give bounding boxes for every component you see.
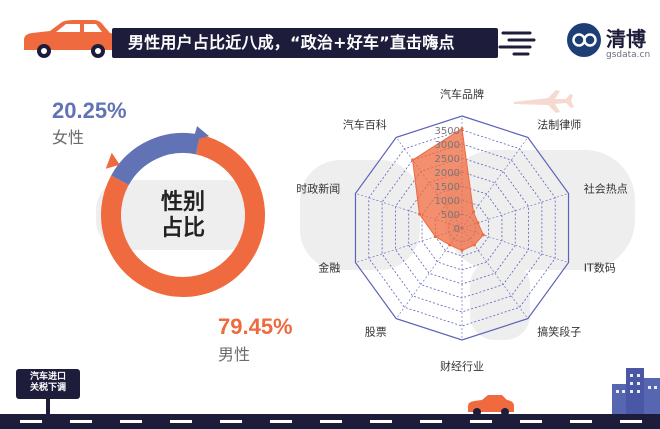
radar-category-label-0: 汽车品牌 <box>440 87 484 101</box>
donut-pointer-male <box>105 152 120 169</box>
radar-data-point-3 <box>481 233 485 237</box>
donut-slice-male <box>101 134 265 297</box>
radar-spoke <box>355 227 463 263</box>
radar-grid-ring <box>354 115 570 341</box>
brand-logo-icon <box>567 23 601 57</box>
radar-spoke <box>395 227 463 319</box>
radar-spoke <box>355 193 463 229</box>
radar-data-point-1 <box>472 210 476 214</box>
radar-category-label-8: 时政新闻 <box>296 181 340 195</box>
radar-category-label-7: 金融 <box>318 261 340 275</box>
radar-category-label-9: 汽车百科 <box>343 117 387 131</box>
radar-tick-label: 500 <box>441 210 460 221</box>
airplane-icon <box>514 90 574 113</box>
road-sign-text: 汽车进口 关税下调 <box>16 372 80 394</box>
radar-data-point-5 <box>460 248 464 252</box>
radar-category-label-5: 财经行业 <box>440 359 484 373</box>
radar-data-point-4 <box>472 243 476 247</box>
male-category-label: 男性 <box>218 345 251 364</box>
donut-center-label: 性别 占比 <box>143 190 223 242</box>
title-bar <box>112 28 498 58</box>
brand-name: 清博 <box>606 27 646 51</box>
radar-tick-label: 2000 <box>435 168 460 179</box>
radar-tick-label: 1000 <box>435 196 460 207</box>
road-sign-line-1: 汽车进口 <box>29 372 66 382</box>
radar-grid-ring <box>381 143 543 313</box>
radar-tick-label: 3500 <box>435 126 460 137</box>
page-title: 男性用户占比近八成，“政治+好车”直击嗨点 <box>128 33 455 52</box>
donut-center-line-1: 性别 <box>160 190 205 215</box>
donut-center-line-2: 占比 <box>160 216 205 241</box>
radar-spoke <box>461 227 529 319</box>
road-sign <box>16 369 80 414</box>
road-car-icon <box>468 395 514 416</box>
radar-category-label-2: 社会热点 <box>584 181 628 195</box>
radar-category-label-1: 法制律师 <box>537 117 581 131</box>
radar-tick-label: 0 <box>454 224 460 235</box>
radar-data-point-2 <box>476 221 480 225</box>
radar-data-point-0 <box>460 127 464 131</box>
road-sign-line-2: 关税下调 <box>29 383 66 393</box>
radar-data-point-6 <box>448 243 452 247</box>
header-car-icon <box>24 20 118 58</box>
radar-tick-label: 2500 <box>435 154 460 165</box>
radar-category-label-3: IT数码 <box>584 262 616 275</box>
radar-data-point-7 <box>433 235 437 239</box>
city-buildings <box>612 368 660 414</box>
radar-tick-label: 1500 <box>435 182 460 193</box>
radar-tick-label: 3000 <box>435 140 460 151</box>
radar-category-label-4: 搞笑段子 <box>537 325 581 339</box>
radar-category-label-6: 股票 <box>365 326 387 339</box>
road-markings <box>20 420 642 423</box>
radar-spoke <box>461 193 569 229</box>
female-category-label: 女性 <box>52 128 85 147</box>
radar-data-point-8 <box>417 212 421 216</box>
radar-spoke <box>461 227 569 263</box>
radar-grid-ring <box>368 129 556 327</box>
male-percent-label: 79.45% <box>218 314 293 339</box>
world-map-pattern <box>96 150 635 340</box>
speed-lines <box>498 31 536 56</box>
radar-spoke <box>461 137 529 229</box>
female-percent-label: 20.25% <box>52 98 127 123</box>
brand-url: gsdata.cn <box>606 50 651 60</box>
radar-data-point-9 <box>411 158 415 162</box>
donut-slice-female <box>111 133 201 186</box>
donut-pointer-female <box>193 126 210 141</box>
